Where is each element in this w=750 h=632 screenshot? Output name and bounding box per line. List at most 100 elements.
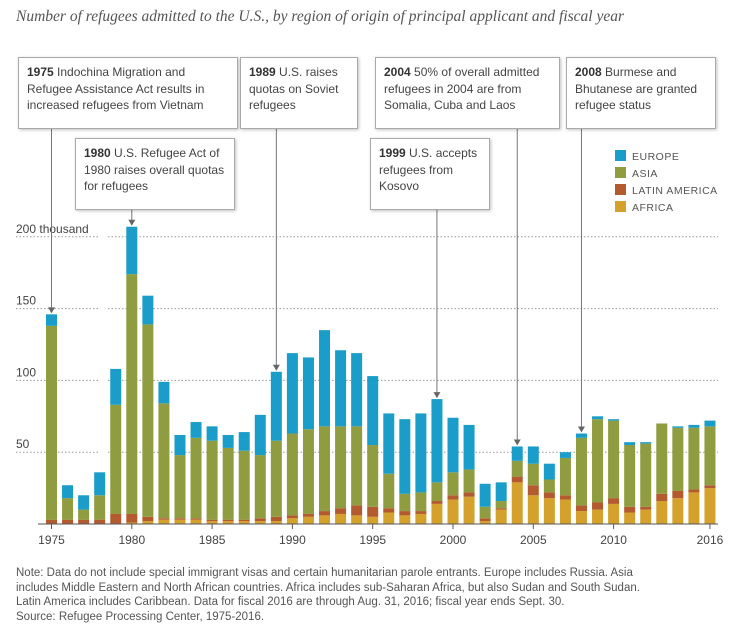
bar-africa-2000 [447,499,459,524]
bar-asia-1983 [174,455,186,519]
annotation-callout-1980: 1980 U.S. Refugee Act of 1980 raises ove… [75,138,235,210]
bar-asia-1986 [222,447,234,520]
legend-swatch-asia [615,167,626,178]
bar-europe-1991 [302,357,314,430]
annotation-callout-1989: 1989 U.S. raises quotas on Soviet refuge… [240,57,358,129]
annotation-text: U.S. accepts refugees from Kosovo [379,146,478,193]
bar-europe-1980 [126,226,138,275]
bar-europe-1990 [286,353,298,434]
bar-latin-america-2009 [592,502,604,510]
bar-africa-1986 [222,521,234,524]
bar-latin-america-1999 [431,501,443,504]
x-tick-label: 2005 [520,533,547,547]
bar-asia-1989 [270,440,282,517]
bar-europe-1996 [383,413,395,474]
bar-europe-1992 [319,330,331,427]
bar-africa-2002 [479,521,491,524]
bar-latin-america-1982 [158,518,170,520]
legend-swatch-latin-america [615,184,626,195]
bar-latin-america-1984 [190,518,202,520]
annotation-leaders [48,129,585,446]
bar-asia-1997 [399,493,411,512]
bar-africa-2001 [463,496,475,524]
annotation-marker-1999 [433,392,441,399]
bar-asia-2009 [592,419,604,503]
bar-latin-america-1996 [383,508,395,513]
note-line: includes Middle Eastern and North Africa… [16,581,640,594]
bar-europe-1984 [190,422,202,438]
annotation-callout-1999: 1999 U.S. accepts refugees from Kosovo [370,138,490,210]
x-tick-label: 2000 [440,533,467,547]
bar-asia-1990 [286,433,298,516]
bar-europe-1993 [335,350,347,427]
bar-latin-america-2011 [624,506,636,513]
annotation-text: 50% of overall admitted refugees in 2004… [384,65,540,112]
bar-latin-america-1985 [206,519,218,522]
bar-asia-1988 [254,455,266,519]
bar-europe-2012 [640,442,652,444]
annotation-text: U.S. raises quotas on Soviet refugees [249,65,339,112]
annotation-year: 1980 [84,146,111,160]
bar-europe-2008 [575,433,587,438]
bar-africa-1984 [190,519,202,524]
bar-latin-america-1991 [302,513,314,517]
annotation-year: 1975 [27,65,54,79]
bar-latin-america-2013 [656,493,668,502]
bar-europe-1995 [367,376,379,446]
bar-africa-1987 [238,521,250,524]
bar-europe-2000 [447,417,459,473]
bar-latin-america-2000 [447,495,459,500]
bar-latin-america-2015 [688,489,700,493]
bar-asia-1975 [46,325,57,520]
bar-africa-2014 [672,498,684,524]
source-line: Source: Refugee Processing Center, 1975-… [16,610,265,623]
legend: EUROPE ASIA LATIN AMERICA AFRICA [615,150,717,214]
bar-latin-america-2005 [527,485,539,496]
bar-latin-america-1975 [46,519,57,524]
bar-europe-1999 [431,399,443,483]
bar-europe-2010 [608,419,620,421]
annotation-callout-1975: 1975 Indochina Migration and Refugee Ass… [18,57,238,129]
legend-swatch-europe [615,150,626,161]
chart-note: Note: Data do not include special immigr… [16,566,736,624]
bar-africa-1998 [415,513,427,524]
bar-africa-2008 [575,511,587,524]
bar-europe-2005 [527,446,539,464]
annotation-callout-2004: 2004 50% of overall admitted refugees in… [375,57,560,129]
annotation-year: 1999 [379,146,406,160]
bar-africa-1983 [174,519,186,524]
bar-asia-1995 [367,445,379,507]
note-line: Note: Data do not include special immigr… [16,567,633,579]
bar-latin-america-1989 [270,516,282,522]
bar-latin-america-1976 [62,519,74,524]
bar-asia-2014 [672,427,684,491]
bar-europe-2001 [463,424,475,470]
bar-asia-1985 [206,440,218,520]
bar-africa-2004 [511,482,523,524]
bar-asia-2000 [447,472,459,496]
bar-europe-2002 [479,483,491,507]
bar-europe-2006 [543,463,555,480]
bar-africa-2006 [543,498,555,524]
bar-africa-2015 [688,492,700,524]
bar-latin-america-1986 [222,519,234,522]
note-line: Latin America includes Caribbean. Data f… [16,596,565,608]
bar-africa-1994 [351,515,363,524]
bar-latin-america-1980 [126,513,138,523]
bar-latin-america-1978 [94,519,106,524]
legend-label-asia: ASIA [632,168,658,180]
bar-europe-1976 [62,485,74,499]
bar-africa-1982 [158,519,170,524]
bar-asia-1999 [431,482,443,502]
bar-latin-america-1977 [78,519,90,524]
bar-latin-america-2007 [559,495,571,500]
bar-asia-2003 [495,501,507,509]
bar-africa-2003 [495,509,507,524]
bar-latin-america-1990 [286,515,298,519]
bar-africa-1997 [399,515,411,524]
bar-africa-2013 [656,501,668,524]
bar-europe-1977 [78,495,90,510]
bar-africa-1980 [126,522,138,524]
bar-latin-america-1998 [415,511,427,514]
bar-asia-2016 [704,426,716,486]
